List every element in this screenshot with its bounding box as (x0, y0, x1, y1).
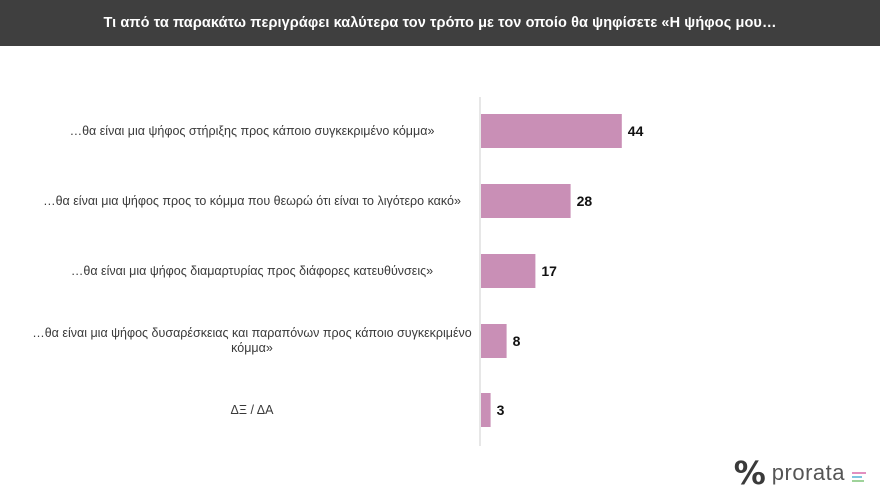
data-label: 44 (628, 123, 644, 139)
bar (481, 184, 571, 218)
data-label: 17 (541, 263, 557, 279)
category-label: ΔΞ / ΔΑ (230, 402, 274, 417)
prorata-logo: % prorata (734, 457, 866, 489)
data-label: 28 (577, 193, 593, 209)
title-bar: Τι από τα παρακάτω περιγράφει καλύτερα τ… (0, 0, 880, 46)
chart-title: Τι από τα παρακάτω περιγράφει καλύτερα τ… (103, 15, 777, 31)
data-label: 8 (513, 333, 521, 349)
category-label: …θα είναι μια ψήφος δυσαρέσκειας και παρ… (32, 326, 472, 355)
category-label: …θα είναι μια ψήφος διαμαρτυρίας προς δι… (70, 263, 434, 278)
bar (481, 393, 491, 427)
bar (481, 254, 536, 288)
category-label: …θα είναι μια ψήφος στήριξης προς κάποιο… (69, 123, 435, 138)
logo-text: prorata (771, 460, 845, 485)
bar (481, 324, 507, 358)
category-label: …θα είναι μια ψήφος προς το κόμμα που θε… (43, 193, 461, 208)
data-label: 3 (497, 402, 505, 418)
logo-bars-icon (852, 472, 866, 482)
bar (481, 114, 622, 148)
percent-logo-icon: % (733, 454, 766, 492)
